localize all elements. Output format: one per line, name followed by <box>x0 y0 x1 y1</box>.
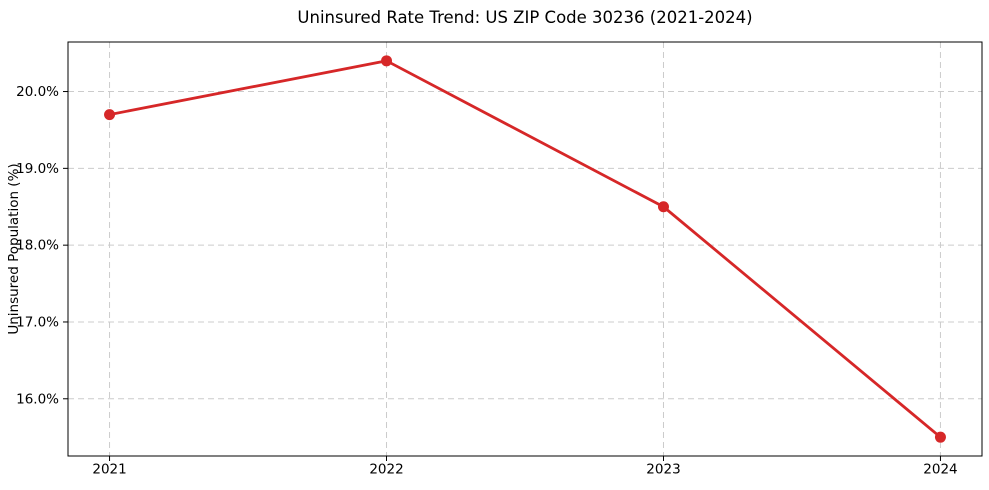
y-axis-label: Uninsured Population (%) <box>6 163 22 335</box>
y-tick-label: 17.0% <box>16 314 59 330</box>
data-point <box>934 431 946 443</box>
data-point <box>104 109 116 121</box>
x-tick-label: 2023 <box>646 462 680 478</box>
plot-border <box>67 41 983 457</box>
y-tick-label: 19.0% <box>16 161 59 177</box>
x-tick-label: 2024 <box>923 462 957 478</box>
y-tick-label: 18.0% <box>16 238 59 254</box>
trend-line <box>108 59 942 439</box>
y-tick-label: 16.0% <box>16 391 59 407</box>
chart-title: Uninsured Rate Trend: US ZIP Code 30236 … <box>297 8 753 27</box>
x-tick-label: 2022 <box>369 462 403 478</box>
data-point <box>381 55 393 67</box>
y-tick-label: 20.0% <box>16 84 59 100</box>
x-tick-label: 2021 <box>92 462 126 478</box>
data-point <box>657 201 669 213</box>
